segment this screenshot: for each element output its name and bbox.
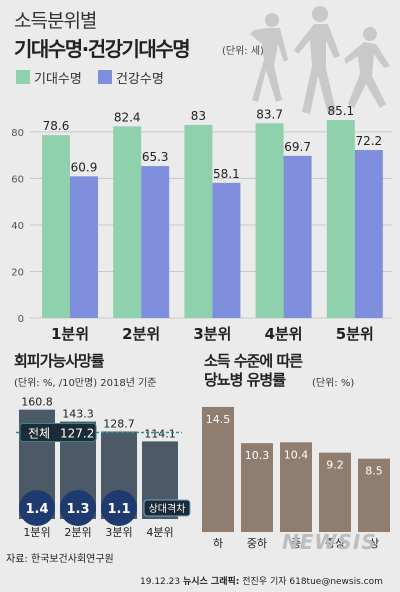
bar-expectancy-1분위 bbox=[42, 135, 70, 318]
mortality-value-label-4분위: 114.1 bbox=[144, 427, 176, 440]
bar-expectancy-2분위 bbox=[113, 126, 142, 318]
ratio-label-box bbox=[143, 499, 191, 517]
ratio-circle-3 bbox=[101, 490, 137, 526]
ratio-label: 상대격차 bbox=[149, 502, 186, 515]
overall-value-label: 127.2 bbox=[60, 427, 94, 441]
value-label-expectancy-1분위: 78.6 bbox=[43, 119, 70, 133]
x-category-label-5분위: 5분위 bbox=[336, 325, 374, 343]
diabetes-bar-중 bbox=[280, 442, 312, 532]
diabetes-prevalence-chart: 14.5 하 10.3 중하 10.4 중 9.2 중상 8.5 상 bbox=[202, 406, 390, 550]
bar-healthy-4분위 bbox=[283, 155, 312, 318]
overall-label-box bbox=[19, 423, 97, 443]
y-tick-label-80: 80 bbox=[11, 128, 24, 139]
credit-org: 뉴시스 그래픽: bbox=[182, 577, 240, 587]
y-tick-label-0: 0 bbox=[18, 314, 24, 325]
legend-label-expectancy: 기대수명 bbox=[34, 71, 82, 87]
x-category-label-2분위: 2분위 bbox=[122, 325, 160, 343]
diabetes-bar-중상 bbox=[319, 452, 351, 532]
ratio-value-3: 1.1 bbox=[107, 502, 130, 517]
diabetes-category-label-상: 상 bbox=[369, 537, 379, 550]
value-label-expectancy-2분위: 82.4 bbox=[114, 110, 141, 124]
runners-illustration bbox=[250, 6, 390, 114]
y-tick-label-60: 60 bbox=[11, 174, 24, 185]
overall-label: 전체 bbox=[28, 427, 50, 441]
y-tick-label-40: 40 bbox=[11, 221, 24, 232]
credit-date: 19.12.23 bbox=[140, 577, 181, 587]
value-label-healthy-1분위: 60.9 bbox=[71, 160, 98, 174]
credit-line: 19.12.23 뉴시스 그래픽: 전진우 기자 618tue@newsis.c… bbox=[140, 574, 383, 587]
bar-healthy-1분위 bbox=[70, 176, 98, 318]
legend-item-healthy: 건강수명 bbox=[98, 70, 164, 87]
diabetes-category-label-중: 중 bbox=[291, 537, 301, 550]
mortality-category-label-3분위: 3분위 bbox=[105, 526, 132, 539]
diabetes-bar-중하 bbox=[241, 443, 273, 532]
bar-expectancy-5분위 bbox=[326, 120, 355, 319]
legend-swatch-blue bbox=[98, 70, 112, 84]
x-category-label-3분위: 3분위 bbox=[193, 325, 231, 343]
bar-healthy-5분위 bbox=[354, 150, 383, 318]
diabetes-value-label-상: 8.5 bbox=[365, 465, 383, 478]
x-category-label-4분위: 4분위 bbox=[265, 325, 303, 343]
bar-healthy-3분위 bbox=[212, 182, 241, 318]
diabetes-bar-상 bbox=[358, 458, 390, 532]
legend-swatch-green bbox=[16, 70, 30, 84]
y-tick-label-20: 20 bbox=[11, 267, 24, 278]
ratio-circle-2 bbox=[60, 490, 96, 526]
legend-label-healthy: 건강수명 bbox=[116, 71, 164, 87]
mortality-value-label-3분위: 128.7 bbox=[103, 417, 135, 430]
ratio-value-1: 1.4 bbox=[25, 502, 48, 517]
section2-subtitle: (단위: %, /10만명) 2018년 기준 bbox=[14, 378, 157, 389]
diabetes-category-label-하: 하 bbox=[213, 536, 223, 550]
mortality-category-label-1분위: 1분위 bbox=[23, 526, 50, 539]
diabetes-value-label-중하: 10.3 bbox=[245, 449, 270, 462]
legend-item-expectancy: 기대수명 bbox=[16, 70, 82, 87]
title-line-1: 소득분위별 bbox=[14, 10, 97, 32]
value-label-healthy-3분위: 58.1 bbox=[213, 167, 240, 181]
mortality-category-label-2분위: 2분위 bbox=[64, 526, 91, 539]
x-category-label-1분위: 1분위 bbox=[51, 325, 89, 343]
ratio-value-2: 1.3 bbox=[66, 502, 89, 517]
diabetes-value-label-중: 10.4 bbox=[284, 448, 309, 461]
value-label-expectancy-3분위: 83 bbox=[191, 109, 206, 123]
value-label-expectancy-4분위: 83.7 bbox=[256, 107, 283, 121]
life-expectancy-chart: 0 20 40 60 80 78.6 60.9 1분위 82.4 65.3 2분위 83 58.1 3분위… bbox=[11, 104, 392, 343]
main-title: 기대수명·건강기대수명 bbox=[14, 37, 191, 61]
mortality-value-label-1분위: 160.8 bbox=[21, 396, 53, 409]
value-label-healthy-2분위: 65.3 bbox=[142, 150, 169, 164]
bar-expectancy-3분위 bbox=[184, 124, 213, 318]
diabetes-category-label-중하: 중하 bbox=[247, 536, 267, 550]
bar-healthy-2분위 bbox=[141, 166, 170, 318]
ratio-circle-1 bbox=[19, 490, 55, 526]
avoidable-mortality-chart: 160.8 1분위 143.3 2분위 128.7 3분위 114.1 4분위 전체 127.2 1… bbox=[16, 396, 191, 539]
section3-unit: (단위: %) bbox=[312, 378, 355, 389]
value-label-expectancy-5분위: 85.1 bbox=[327, 104, 354, 118]
source-note: 자료: 한국보건사회연구원 bbox=[6, 554, 114, 565]
diabetes-value-label-중상: 9.2 bbox=[326, 459, 344, 472]
bar-expectancy-4분위 bbox=[255, 123, 284, 318]
mortality-category-label-4분위: 4분위 bbox=[146, 526, 173, 539]
diabetes-value-label-하: 14.5 bbox=[206, 413, 231, 426]
credit-author: 전진우 기자 618tue@newsis.com bbox=[242, 577, 383, 587]
unit-label: (단위: 세) bbox=[222, 46, 264, 57]
diabetes-category-label-중상: 중상 bbox=[325, 537, 345, 550]
section3-title-line2: 당뇨병 유병률 bbox=[204, 371, 286, 389]
diabetes-bar-하 bbox=[202, 406, 234, 532]
section2-title: 회피가능사망률 bbox=[14, 352, 105, 370]
mortality-value-label-2분위: 143.3 bbox=[62, 408, 94, 421]
value-label-healthy-5분위: 72.2 bbox=[355, 134, 382, 148]
value-label-healthy-4분위: 69.7 bbox=[284, 140, 311, 154]
newsis-watermark: NEWSIS bbox=[282, 530, 377, 554]
section3-title-line1: 소득 수준에 따른 bbox=[204, 352, 303, 370]
